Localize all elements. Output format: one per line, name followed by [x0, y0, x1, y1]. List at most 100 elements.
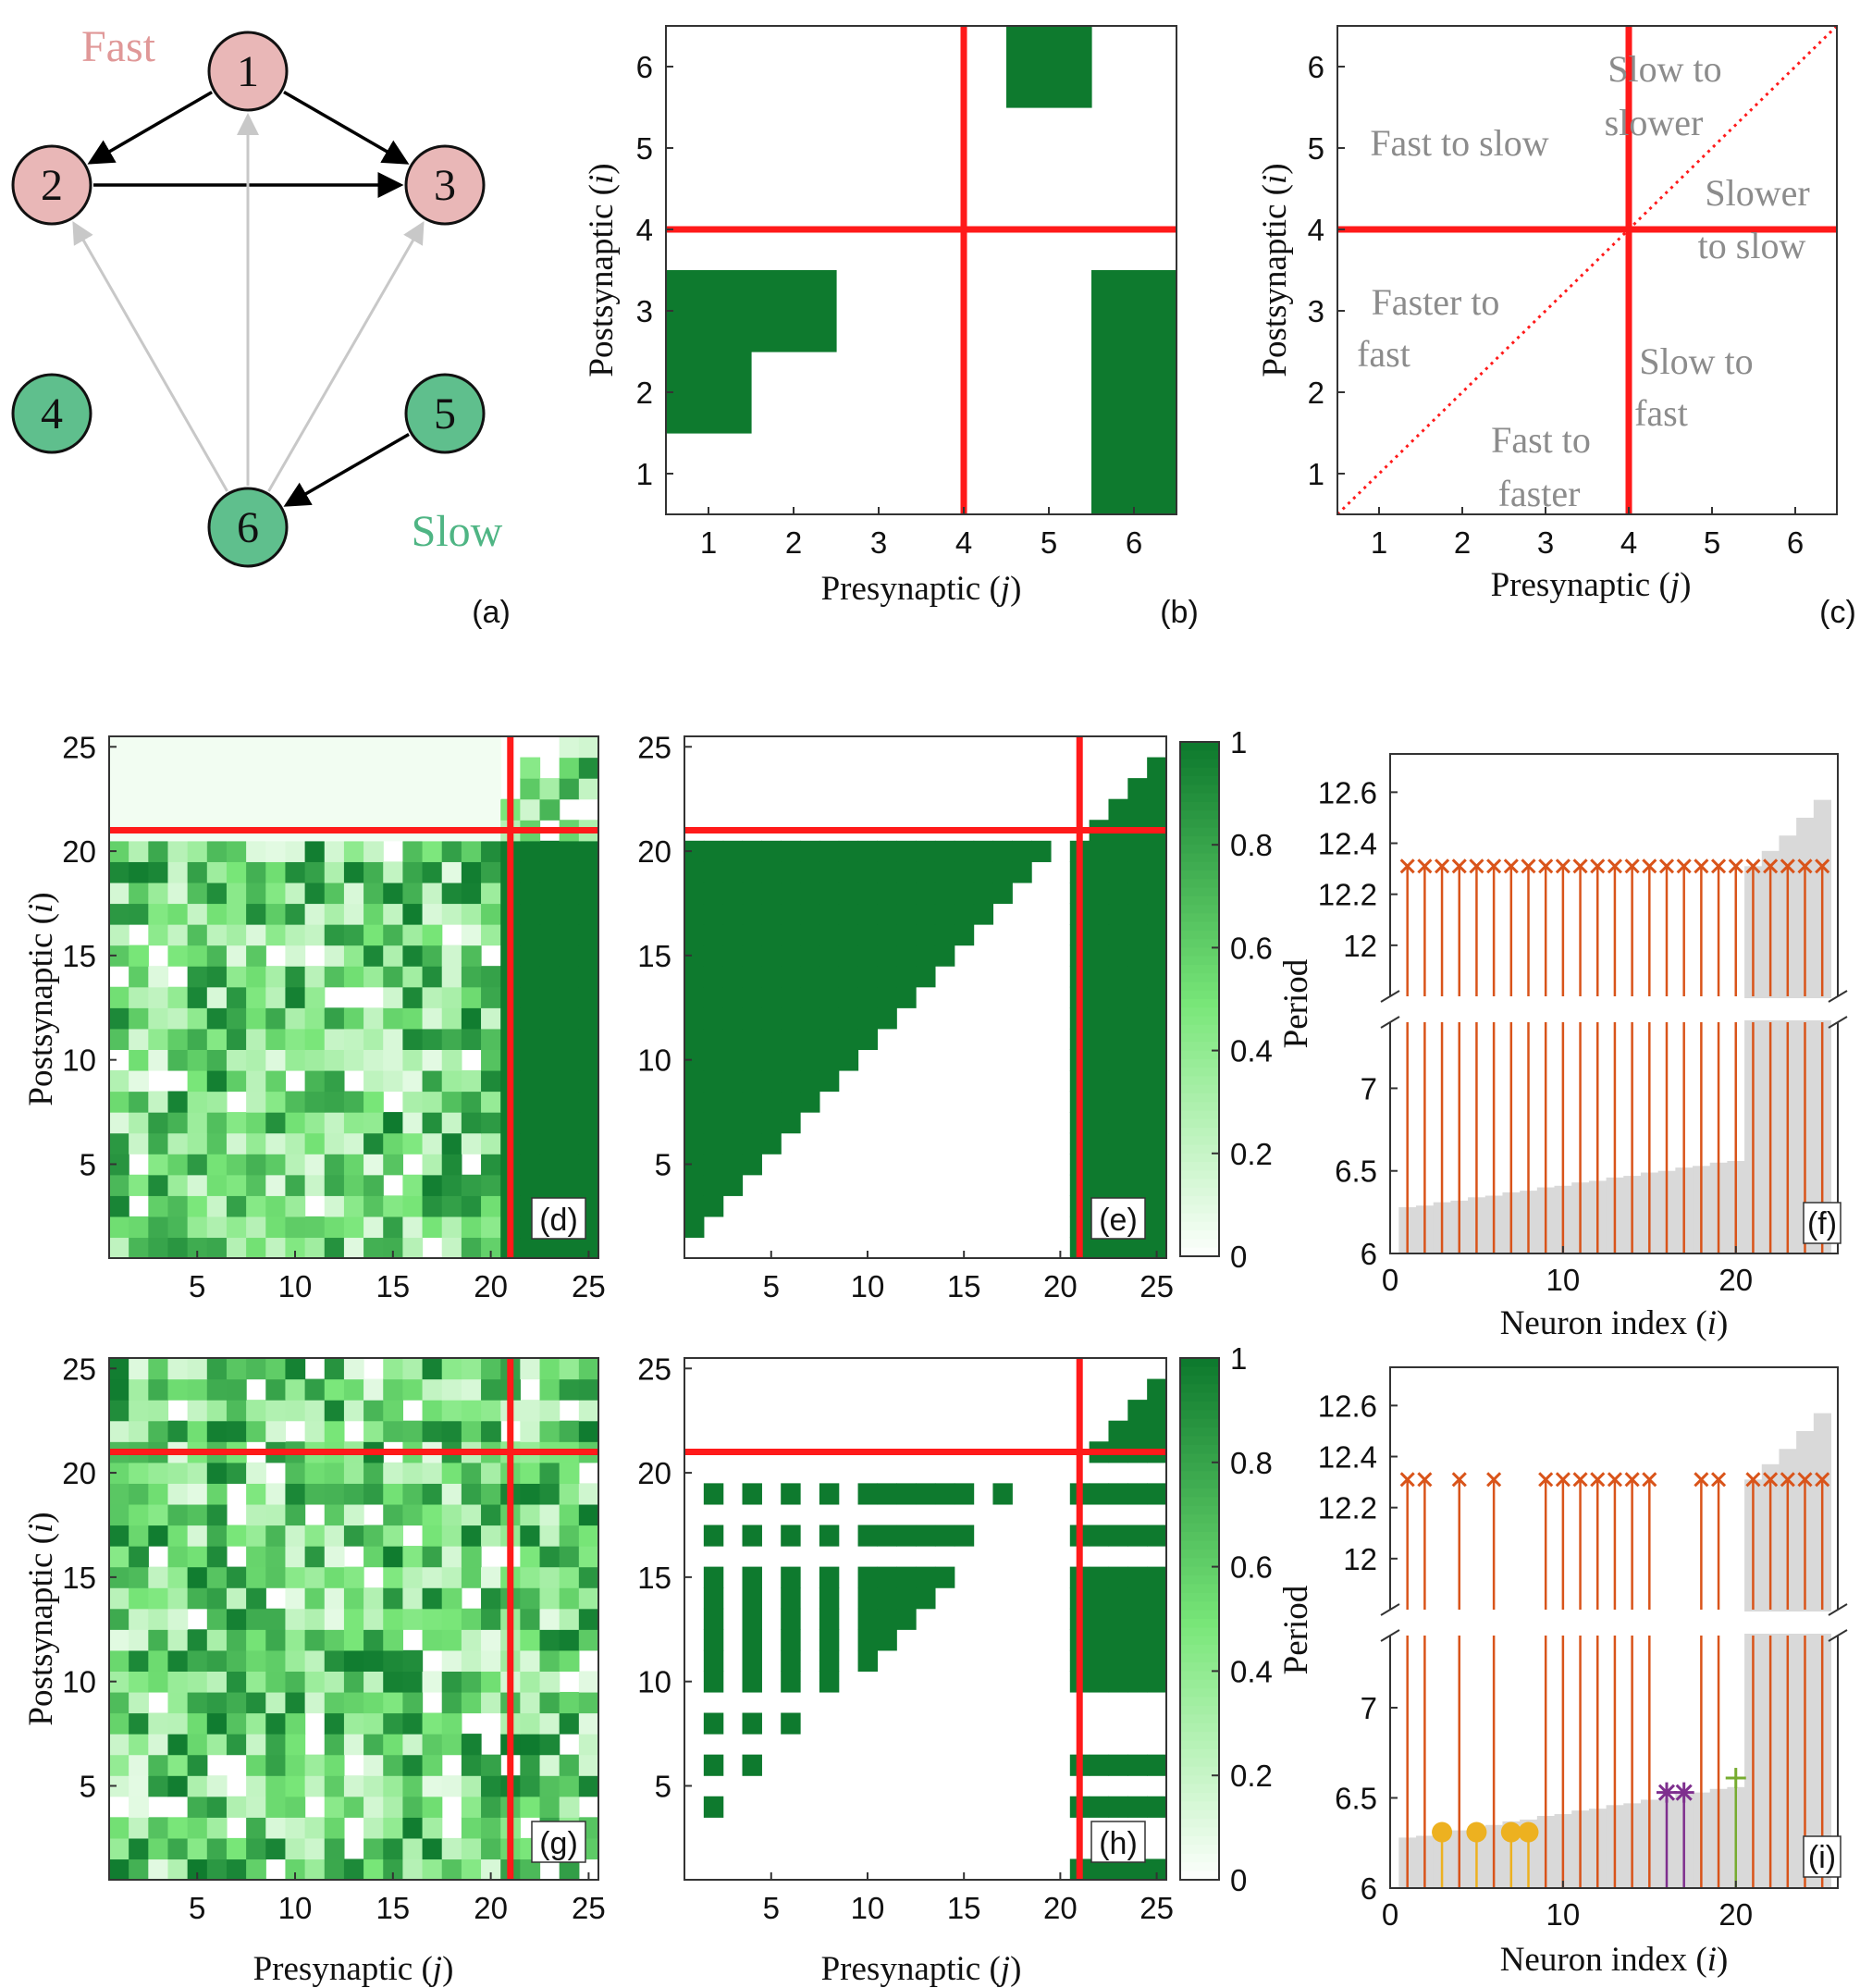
colorbar-segment [1180, 921, 1219, 932]
matrix-cell [167, 1525, 189, 1547]
matrix-cell [742, 1154, 762, 1176]
matrix-cell [343, 840, 364, 862]
matrix-cell [722, 966, 744, 988]
matrix-cell [520, 1400, 541, 1422]
plot-frame [1336, 25, 1838, 515]
matrix-cell [265, 1069, 287, 1093]
matrix-cell [1089, 1174, 1110, 1196]
matrix-cell [461, 1817, 482, 1839]
matrix-cell [246, 945, 266, 967]
matrix-cell [722, 1049, 744, 1071]
matrix-cell [1147, 840, 1167, 862]
matrix-cell [461, 1608, 482, 1630]
matrix-cell [402, 924, 424, 946]
matrix-cell [187, 1237, 208, 1259]
matrix-cell [402, 1587, 424, 1610]
matrix-cell [520, 1608, 541, 1630]
matrix-cell [520, 1132, 541, 1155]
matrix-cell [129, 1754, 149, 1776]
matrix-cell [129, 1837, 149, 1860]
matrix-cell [109, 1587, 129, 1610]
matrix-cell [148, 1649, 169, 1672]
matrix-cell [916, 903, 936, 925]
matrix-cell [265, 882, 287, 905]
matrix-cell [461, 924, 482, 946]
matrix-cell [422, 1028, 443, 1050]
matrix-cell [363, 1775, 384, 1797]
matrix-cell [819, 1007, 840, 1030]
matrix-cell [877, 861, 897, 883]
matrix-cell [148, 1007, 169, 1030]
matrix-cell [363, 1525, 384, 1547]
matrix-cell [578, 1112, 599, 1134]
matrix-cell [520, 1775, 541, 1797]
colorbar-tick-label: 0.6 [1230, 931, 1273, 965]
matrix-cell [441, 1734, 462, 1756]
slow-group-label: Slow [412, 507, 503, 556]
colorbar-frame [1179, 1357, 1220, 1881]
matrix-cell [304, 736, 326, 759]
matrix-cell [265, 1546, 287, 1568]
matrix-cell [167, 1007, 189, 1030]
matrix-cell [363, 1378, 384, 1401]
matrix-cell [363, 840, 384, 862]
matrix-cell [481, 986, 501, 1008]
matrix-cell [285, 1734, 306, 1756]
y-tick-label: 15 [62, 939, 96, 973]
matrix-cell [187, 1712, 208, 1735]
matrix-cell [1089, 1091, 1110, 1113]
matrix-cell [539, 798, 560, 821]
matrix-cell [148, 798, 169, 821]
matrix-cell [187, 882, 208, 905]
matrix-cell [246, 924, 266, 946]
matrix-cell [265, 986, 287, 1008]
matrix-cell [109, 736, 129, 759]
matrix-cell [167, 1691, 189, 1714]
period-marker [1590, 858, 1606, 874]
matrix-cell [422, 1858, 443, 1881]
matrix-cell [1108, 1174, 1128, 1196]
matrix-cell [129, 1007, 149, 1030]
matrix-cell [343, 1091, 364, 1113]
colorbar-segment [1180, 1187, 1219, 1197]
matrix-cell [148, 736, 169, 759]
matrix-cell [226, 1358, 247, 1380]
matrix-cell [781, 1049, 801, 1071]
matrix-cell [1006, 26, 1092, 108]
matrix-cell [1089, 903, 1110, 925]
matrix-cell [265, 1649, 287, 1672]
matrix-cell [539, 1671, 560, 1693]
matrix-cell [422, 1608, 443, 1630]
matrix-cell [206, 1587, 228, 1610]
matrix-cell [481, 1049, 501, 1071]
matrix-cell [1108, 861, 1128, 883]
x-axis-label-b: Presynaptic (j) [821, 570, 1022, 608]
matrix-cell [129, 1566, 149, 1588]
x-tick-label: 10 [851, 1891, 885, 1925]
matrix-cell [304, 1237, 326, 1259]
colorbar-segment [1180, 742, 1219, 752]
matrix-cell [343, 1028, 364, 1050]
y-tick-label: 12.2 [1318, 878, 1377, 912]
x-tick-label: 4 [955, 525, 972, 560]
matrix-cell [226, 1649, 247, 1672]
period-marker [1555, 1472, 1571, 1488]
matrix-cell [246, 1483, 266, 1505]
matrix-cell [539, 778, 560, 800]
matrix-cell [129, 1817, 149, 1839]
matrix-cell [520, 1587, 541, 1610]
colorbar-segment [1180, 1845, 1219, 1855]
matrix-cell [461, 1007, 482, 1030]
matrix-cell [187, 1174, 208, 1196]
matrix-cell [129, 736, 149, 759]
y-axis-label-g-open-paren: ( [22, 1533, 60, 1553]
matrix-cell [781, 1483, 801, 1505]
matrix-cell [461, 945, 482, 967]
matrix-cell [304, 1691, 326, 1714]
matrix-cell [343, 1858, 364, 1881]
y-axis-label-b-open-paren: ( [583, 184, 621, 204]
colorbar-segment [1180, 801, 1219, 811]
matrix-cell [324, 1028, 345, 1050]
matrix-cell [1147, 1007, 1167, 1030]
matrix-cell [167, 778, 189, 800]
